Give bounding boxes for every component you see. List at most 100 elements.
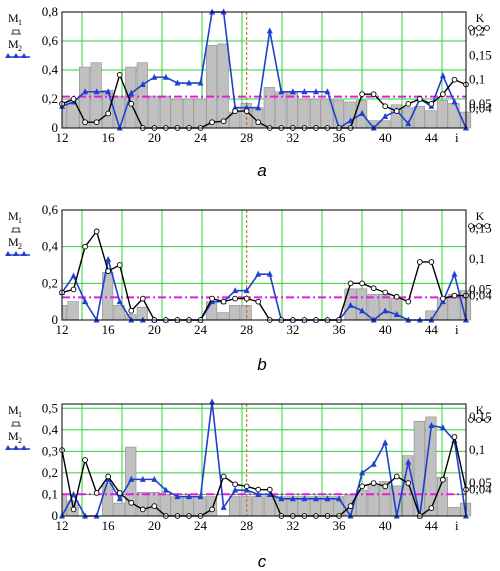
right-tick-label: 0,04 <box>469 288 492 303</box>
x-tick-label: 20 <box>148 518 161 533</box>
point-m2 <box>174 79 181 86</box>
point-m2 <box>243 486 250 493</box>
right-tick-label: 0,04 <box>469 482 492 497</box>
bar-m1 <box>194 98 206 129</box>
point-m2 <box>70 490 77 497</box>
point-k <box>405 298 412 305</box>
point-m2 <box>174 493 181 500</box>
x-tick-label: 36 <box>333 130 347 145</box>
point-k <box>82 119 88 126</box>
point-m2 <box>266 490 273 497</box>
point-m2 <box>162 73 169 80</box>
legend-m1-label: M <box>8 209 19 223</box>
bar-m1 <box>413 420 425 517</box>
point-m2 <box>451 98 458 105</box>
point-m2 <box>243 287 250 294</box>
left-tick-label: 0 <box>52 508 59 523</box>
point-k <box>405 100 412 107</box>
x-tick-label: 28 <box>240 322 253 337</box>
bar-m1 <box>448 507 460 517</box>
bar-m1 <box>448 103 460 129</box>
point-m2 <box>151 73 158 80</box>
point-m2 <box>232 486 239 493</box>
bar-m1 <box>425 110 437 129</box>
legend-m2-label: M <box>8 235 19 249</box>
point-k <box>440 295 446 302</box>
left-tick-label: 0,2 <box>42 465 58 480</box>
left-tick-label: 0,2 <box>42 91 58 106</box>
point-k <box>359 91 365 98</box>
point-m2 <box>255 490 262 497</box>
left-tick-label: 0,2 <box>42 275 58 290</box>
x-tick-label: 32 <box>286 322 299 337</box>
point-k <box>451 434 458 440</box>
legend-k-marker <box>476 417 482 423</box>
point-m2 <box>220 503 227 510</box>
bar-m1 <box>263 87 275 129</box>
point-k <box>128 100 135 107</box>
point-k <box>428 100 435 107</box>
bar-m1 <box>205 45 218 129</box>
point-k <box>393 293 400 300</box>
point-k <box>347 503 354 509</box>
point-m2 <box>393 311 400 317</box>
point-k <box>405 480 412 486</box>
x-tick-label: 12 <box>56 518 69 533</box>
legend-m2-sub: 2 <box>18 242 22 251</box>
point-m2 <box>82 88 89 95</box>
legend-m2-label: M <box>8 429 19 443</box>
bar-m1 <box>113 95 125 129</box>
right-tick-label: 0,05 <box>469 475 492 490</box>
x-tick-label: 16 <box>102 322 116 337</box>
point-m2 <box>382 307 389 314</box>
point-k <box>93 228 100 235</box>
point-k <box>393 108 400 114</box>
legend-m1-icon <box>11 227 21 233</box>
right-tick-label: 0,1 <box>469 251 485 266</box>
x-tick-label: 40 <box>379 322 392 337</box>
legend-m1-label: M <box>8 403 19 417</box>
point-k <box>105 110 112 117</box>
legend-k-marker <box>468 25 474 31</box>
point-k <box>359 280 365 287</box>
point-m2 <box>82 298 89 305</box>
point-k <box>116 262 123 268</box>
point-k <box>255 119 262 126</box>
point-k <box>393 473 400 480</box>
bar-m1 <box>159 95 171 129</box>
point-m2 <box>359 469 366 476</box>
bar-m1 <box>182 496 195 517</box>
bar-m1 <box>263 496 275 517</box>
left-tick-label: 0,6 <box>42 33 59 48</box>
legend-m2-sub: 2 <box>18 44 22 53</box>
x-end-label: i <box>455 130 459 145</box>
legend-k-marker <box>468 417 474 423</box>
legend-k-marker <box>484 223 490 229</box>
legend-m2-marker <box>5 445 11 450</box>
point-m2 <box>278 495 285 502</box>
bar-m1 <box>298 98 310 129</box>
point-k <box>232 108 238 114</box>
bar-m1 <box>356 288 368 321</box>
point-m2 <box>405 458 412 465</box>
plot-frame <box>61 209 467 321</box>
point-k <box>451 292 458 299</box>
point-k <box>70 286 77 293</box>
x-tick-label: 40 <box>379 518 392 533</box>
legend-k-marker <box>484 417 490 423</box>
point-m2 <box>347 301 354 308</box>
point-m2 <box>439 72 446 79</box>
point-k <box>382 483 389 490</box>
point-k <box>116 490 123 496</box>
point-k <box>151 503 158 509</box>
bar-m1 <box>379 120 391 129</box>
point-k <box>440 91 446 98</box>
point-k <box>370 480 377 486</box>
bar-m1 <box>148 95 160 129</box>
point-k <box>243 295 250 302</box>
point-k <box>70 96 77 102</box>
x-tick-label: 12 <box>56 130 69 145</box>
legend-m1-label: M <box>8 11 19 25</box>
